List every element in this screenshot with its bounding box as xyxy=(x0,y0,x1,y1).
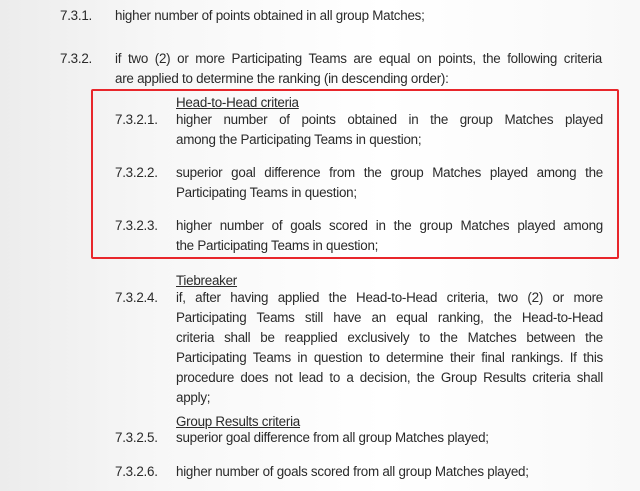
text-line: higher number of points obtained in the … xyxy=(176,112,603,127)
clause-number: 7.3.2. xyxy=(60,51,93,66)
head-to-head-heading: Head-to-Head criteria xyxy=(176,95,299,110)
text-line: Participating Teams in question to deter… xyxy=(176,350,603,365)
text-line: criteria shall be reapplied exclusively … xyxy=(176,330,603,345)
clause-text: higher number of points obtained in the … xyxy=(176,110,603,150)
clause-text: if two (2) or more Participating Teams a… xyxy=(115,49,602,89)
text-line: superior goal difference from the group … xyxy=(176,165,603,180)
clause-text: if, after having applied the Head-to-Hea… xyxy=(176,288,603,408)
clause-number: 7.3.2.1. xyxy=(115,112,158,127)
text-line: apply; xyxy=(176,390,211,405)
clause-text: superior goal difference from the group … xyxy=(176,163,603,203)
clause-number: 7.3.1. xyxy=(60,8,93,23)
text-line: are applied to determine the ranking (in… xyxy=(115,71,449,86)
clause-number: 7.3.2.2. xyxy=(115,165,158,180)
text-line: if two (2) or more Participating Teams a… xyxy=(115,51,602,66)
text-line: the Participating Teams in question; xyxy=(176,238,379,253)
highlight-box xyxy=(91,89,619,259)
clause-number: 7.3.2.4. xyxy=(115,290,158,305)
clause-text: higher number of points obtained in all … xyxy=(115,6,602,26)
text-line: higher number of goals scored in the gro… xyxy=(176,218,603,233)
clause-number: 7.3.2.5. xyxy=(115,430,158,445)
clause-number: 7.3.2.6. xyxy=(115,464,158,479)
clause-text: higher number of goals scored in the gro… xyxy=(176,216,603,256)
text-line: higher number of points obtained in all … xyxy=(115,8,425,23)
clause-text: higher number of goals scored from all g… xyxy=(176,462,603,482)
group-results-heading: Group Results criteria xyxy=(176,414,300,429)
text-line: procedure does not lead to a decision, t… xyxy=(176,370,603,385)
text-line: Participating Teams still have an equal … xyxy=(176,310,603,325)
text-line: if, after having applied the Head-to-Hea… xyxy=(176,290,603,305)
text-line: among the Participating Teams in questio… xyxy=(176,132,422,147)
text-line: superior goal difference from all group … xyxy=(176,430,489,445)
clause-text: superior goal difference from all group … xyxy=(176,428,603,448)
text-line: Participating Teams in question; xyxy=(176,185,357,200)
tiebreaker-heading: Tiebreaker xyxy=(176,273,238,288)
clause-number: 7.3.2.3. xyxy=(115,218,158,233)
text-line: higher number of goals scored from all g… xyxy=(176,464,529,479)
